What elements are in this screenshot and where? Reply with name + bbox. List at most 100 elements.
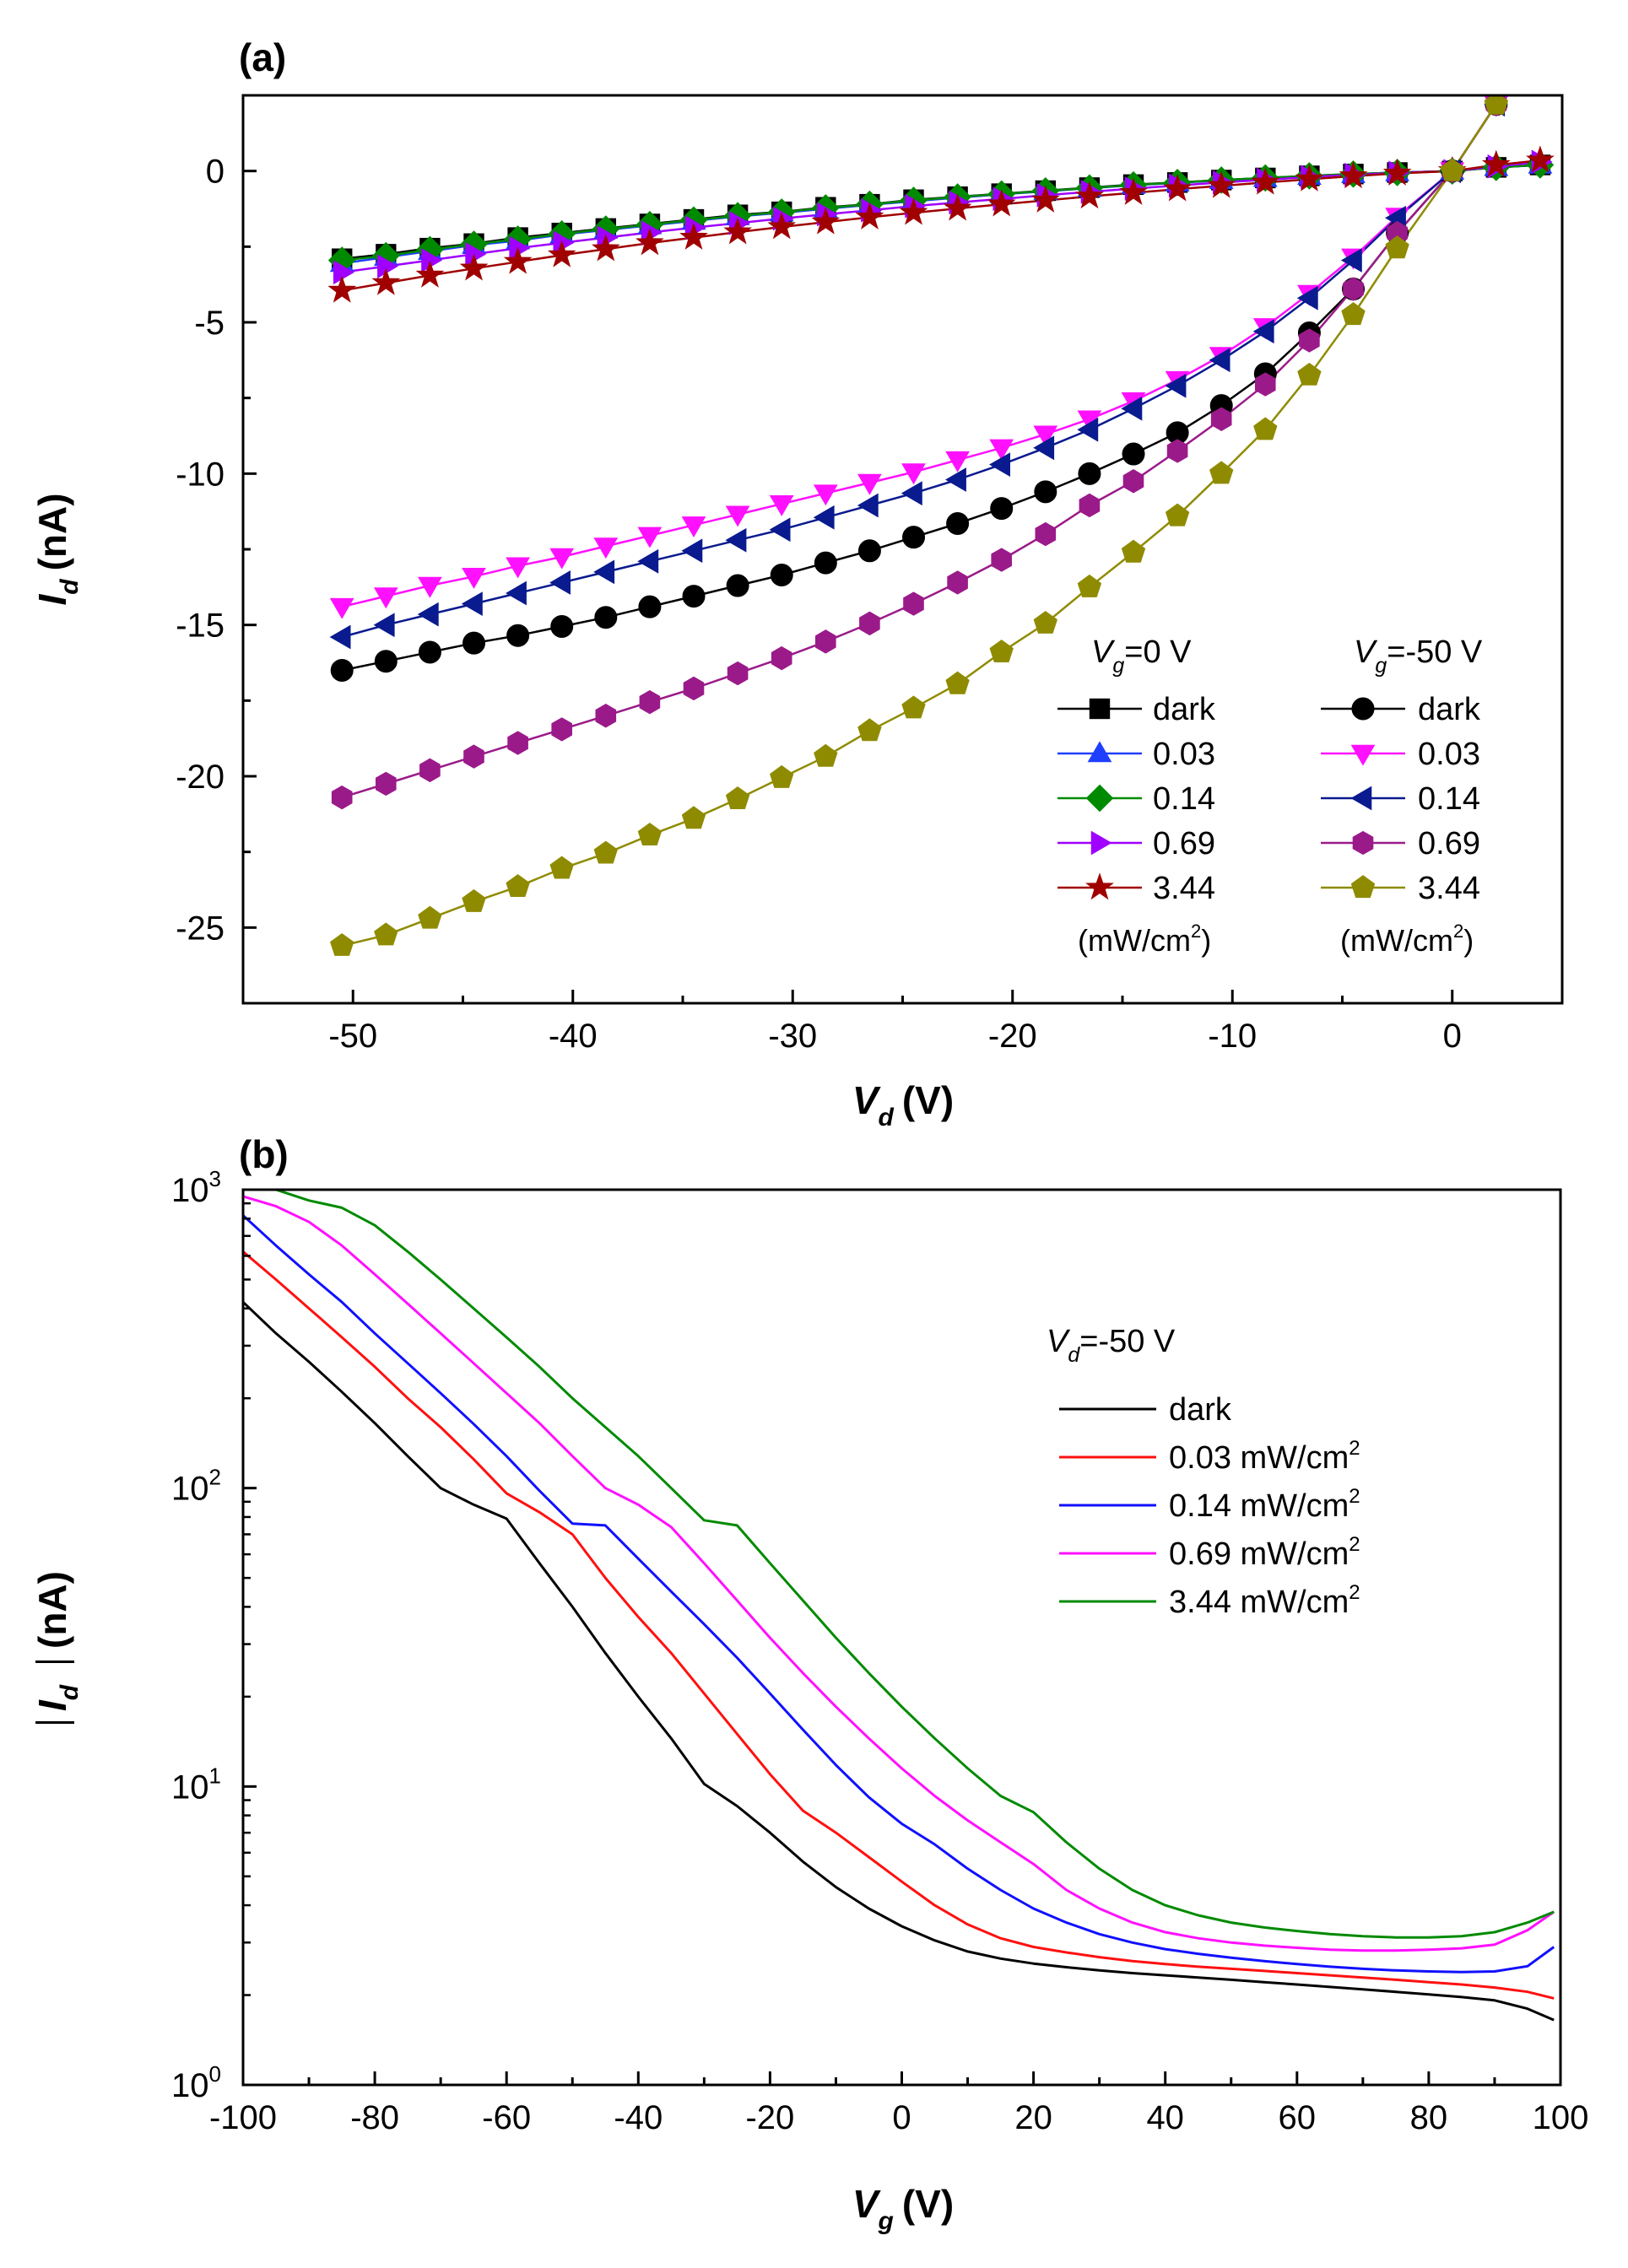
a-g1-series-4-point xyxy=(945,671,970,694)
legend-a-g2-label-3: 0.69 xyxy=(1418,826,1480,861)
a-g0-series-4-point xyxy=(1251,167,1280,195)
svg-text:(nA): (nA) xyxy=(30,1571,74,1649)
a-g1-series-4-point xyxy=(681,806,706,829)
legend-b-label-1: 0.03 mW/cm2 xyxy=(1169,1437,1360,1476)
b-series-3-line xyxy=(243,1195,1555,1952)
a-g1-series-0-point xyxy=(1034,480,1057,504)
a-g1-series-2-line xyxy=(341,95,1504,639)
legend-a-g1-label-2: 0.14 xyxy=(1153,781,1215,817)
a-g1-series-4-point xyxy=(814,743,838,767)
a-g1-series-3-point xyxy=(727,661,749,686)
legend-a-group2-unit: (mW/cm2) xyxy=(1340,921,1474,958)
panel-a-ylabel: Id(nA) xyxy=(30,493,84,605)
a-g1-series-2-point xyxy=(857,493,879,518)
legend-a-g2-label-0: dark xyxy=(1418,692,1481,727)
panel-b-xlabel: Vg (V) xyxy=(852,2182,954,2235)
a-g0-series-4-point xyxy=(811,207,841,235)
a-g1-series-2-point xyxy=(1296,285,1318,310)
a-g0-series-4-point xyxy=(987,189,1016,217)
a-g1-series-4-point xyxy=(1165,503,1190,526)
a-g1-series-2-point xyxy=(549,570,571,595)
a-xtick-label: -30 xyxy=(768,1018,817,1055)
legend-a-g2-label-4: 3.44 xyxy=(1418,871,1480,906)
a-g1-series-2-point xyxy=(1077,417,1099,442)
legend-b-label-0: dark xyxy=(1169,1392,1232,1428)
b-xtick-label: -80 xyxy=(350,2099,399,2136)
a-g1-series-2-point xyxy=(901,481,922,506)
panel-b-ylabel: Id (nA) xyxy=(30,1571,84,1724)
a-g1-series-3-point xyxy=(859,611,880,636)
a-g1-series-0-point xyxy=(726,574,749,597)
a-g1-series-4-point xyxy=(418,905,442,929)
a-g1-series-1-point xyxy=(901,463,926,485)
legend-a-g1-marker-1 xyxy=(1350,744,1376,766)
a-g1-series-3-point xyxy=(771,645,792,671)
legend-a-group1-title: Vg=0 V xyxy=(1091,634,1192,678)
a-ytick-label: -15 xyxy=(176,608,224,645)
a-g1-series-2-point xyxy=(505,580,527,606)
a-g1-series-4-point xyxy=(549,856,574,879)
legend-b-title: Vd=-50 V xyxy=(1047,1324,1176,1367)
a-g1-series-0-point xyxy=(902,526,926,549)
a-g1-series-4-point xyxy=(989,639,1014,662)
a-g1-series-0-point xyxy=(770,563,793,586)
legend-a-g0-marker-4 xyxy=(1085,872,1114,900)
legend-b-label-2: 0.14 mW/cm2 xyxy=(1169,1485,1360,1524)
a-g1-series-3-point xyxy=(595,704,617,728)
panel-a: (a) -50 -40 -30 -20 -10 0 0 -5 -10 -15 -20 -25 Vd (V… xyxy=(30,35,1564,1131)
a-g1-series-0-point xyxy=(418,640,441,664)
a-g1-series-3-point xyxy=(1299,328,1320,353)
panel-b-label: (b) xyxy=(239,1132,289,1176)
b-xtick-label: 0 xyxy=(892,2099,911,2136)
a-g1-series-2-point xyxy=(769,517,791,543)
panel-b-legend: Vd=-50 V dark 0.03 mW/cm2 0.14 mW/cm2 0.… xyxy=(1047,1324,1360,1620)
a-ytick-label: 0 xyxy=(206,154,224,191)
a-xtick-label: -10 xyxy=(1208,1018,1257,1055)
a-g1-series-1-point xyxy=(813,484,838,506)
a-g1-series-1-point xyxy=(681,516,706,538)
a-g0-series-4-point xyxy=(1382,158,1412,186)
a-g0-series-4-point xyxy=(503,246,533,274)
a-g1-series-0-point xyxy=(1122,442,1145,466)
a-g1-series-2-point xyxy=(1165,373,1187,398)
panel-a-series xyxy=(341,95,1541,948)
panel-a-label: (a) xyxy=(239,35,286,79)
a-g1-series-4-point xyxy=(1033,610,1057,634)
a-g1-series-1-point xyxy=(725,505,750,527)
a-g1-series-0-point xyxy=(946,512,970,536)
panel-a-markers xyxy=(327,95,1555,956)
b-series-4-line xyxy=(243,1190,1555,1939)
a-g1-series-1-line xyxy=(341,95,1504,608)
a-g1-series-2-point xyxy=(944,467,966,492)
a-g1-series-3-point xyxy=(1343,277,1364,301)
panel-b-series xyxy=(243,1190,1555,2022)
legend-a-g1-label-1: 0.03 xyxy=(1153,737,1215,772)
a-g1-series-3-point xyxy=(991,548,1012,572)
b-ytick-label: 103 xyxy=(171,1166,221,1209)
a-g1-series-2-point xyxy=(1340,248,1362,273)
a-g1-series-2-point xyxy=(725,527,747,553)
a-g1-series-0-point xyxy=(682,585,706,608)
legend-a-g2-label-2: 0.14 xyxy=(1418,781,1480,817)
a-g1-series-3-point xyxy=(507,731,528,755)
b-xtick-label: -40 xyxy=(614,2099,663,2136)
a-g1-series-1-point xyxy=(593,537,619,559)
panel-b: (b) -100 -80 -60 -40 -20 0 20 40 60 80 100 100 101 10… xyxy=(30,1132,1588,2235)
a-g1-series-0-point xyxy=(990,497,1014,521)
a-g0-series-4-point xyxy=(899,197,928,225)
a-g1-series-4-point xyxy=(725,786,750,809)
legend-a-g0-marker-0 xyxy=(1089,698,1111,720)
a-g1-series-4-line xyxy=(341,95,1504,948)
a-g1-series-0-point xyxy=(506,624,530,647)
a-g1-series-4-point xyxy=(1297,362,1322,386)
legend-a-g0-marker-2 xyxy=(1085,784,1114,813)
a-g1-series-2-point xyxy=(681,538,703,564)
a-xtick-label: -40 xyxy=(549,1018,598,1055)
b-ytick-label: 102 xyxy=(171,1465,221,1508)
a-g0-series-4-point xyxy=(1295,164,1324,192)
a-g1-series-3-point xyxy=(815,629,836,654)
a-g1-series-0-point xyxy=(594,606,618,629)
a-g1-series-1-point xyxy=(637,526,663,548)
a-xtick-label: -20 xyxy=(988,1018,1037,1055)
